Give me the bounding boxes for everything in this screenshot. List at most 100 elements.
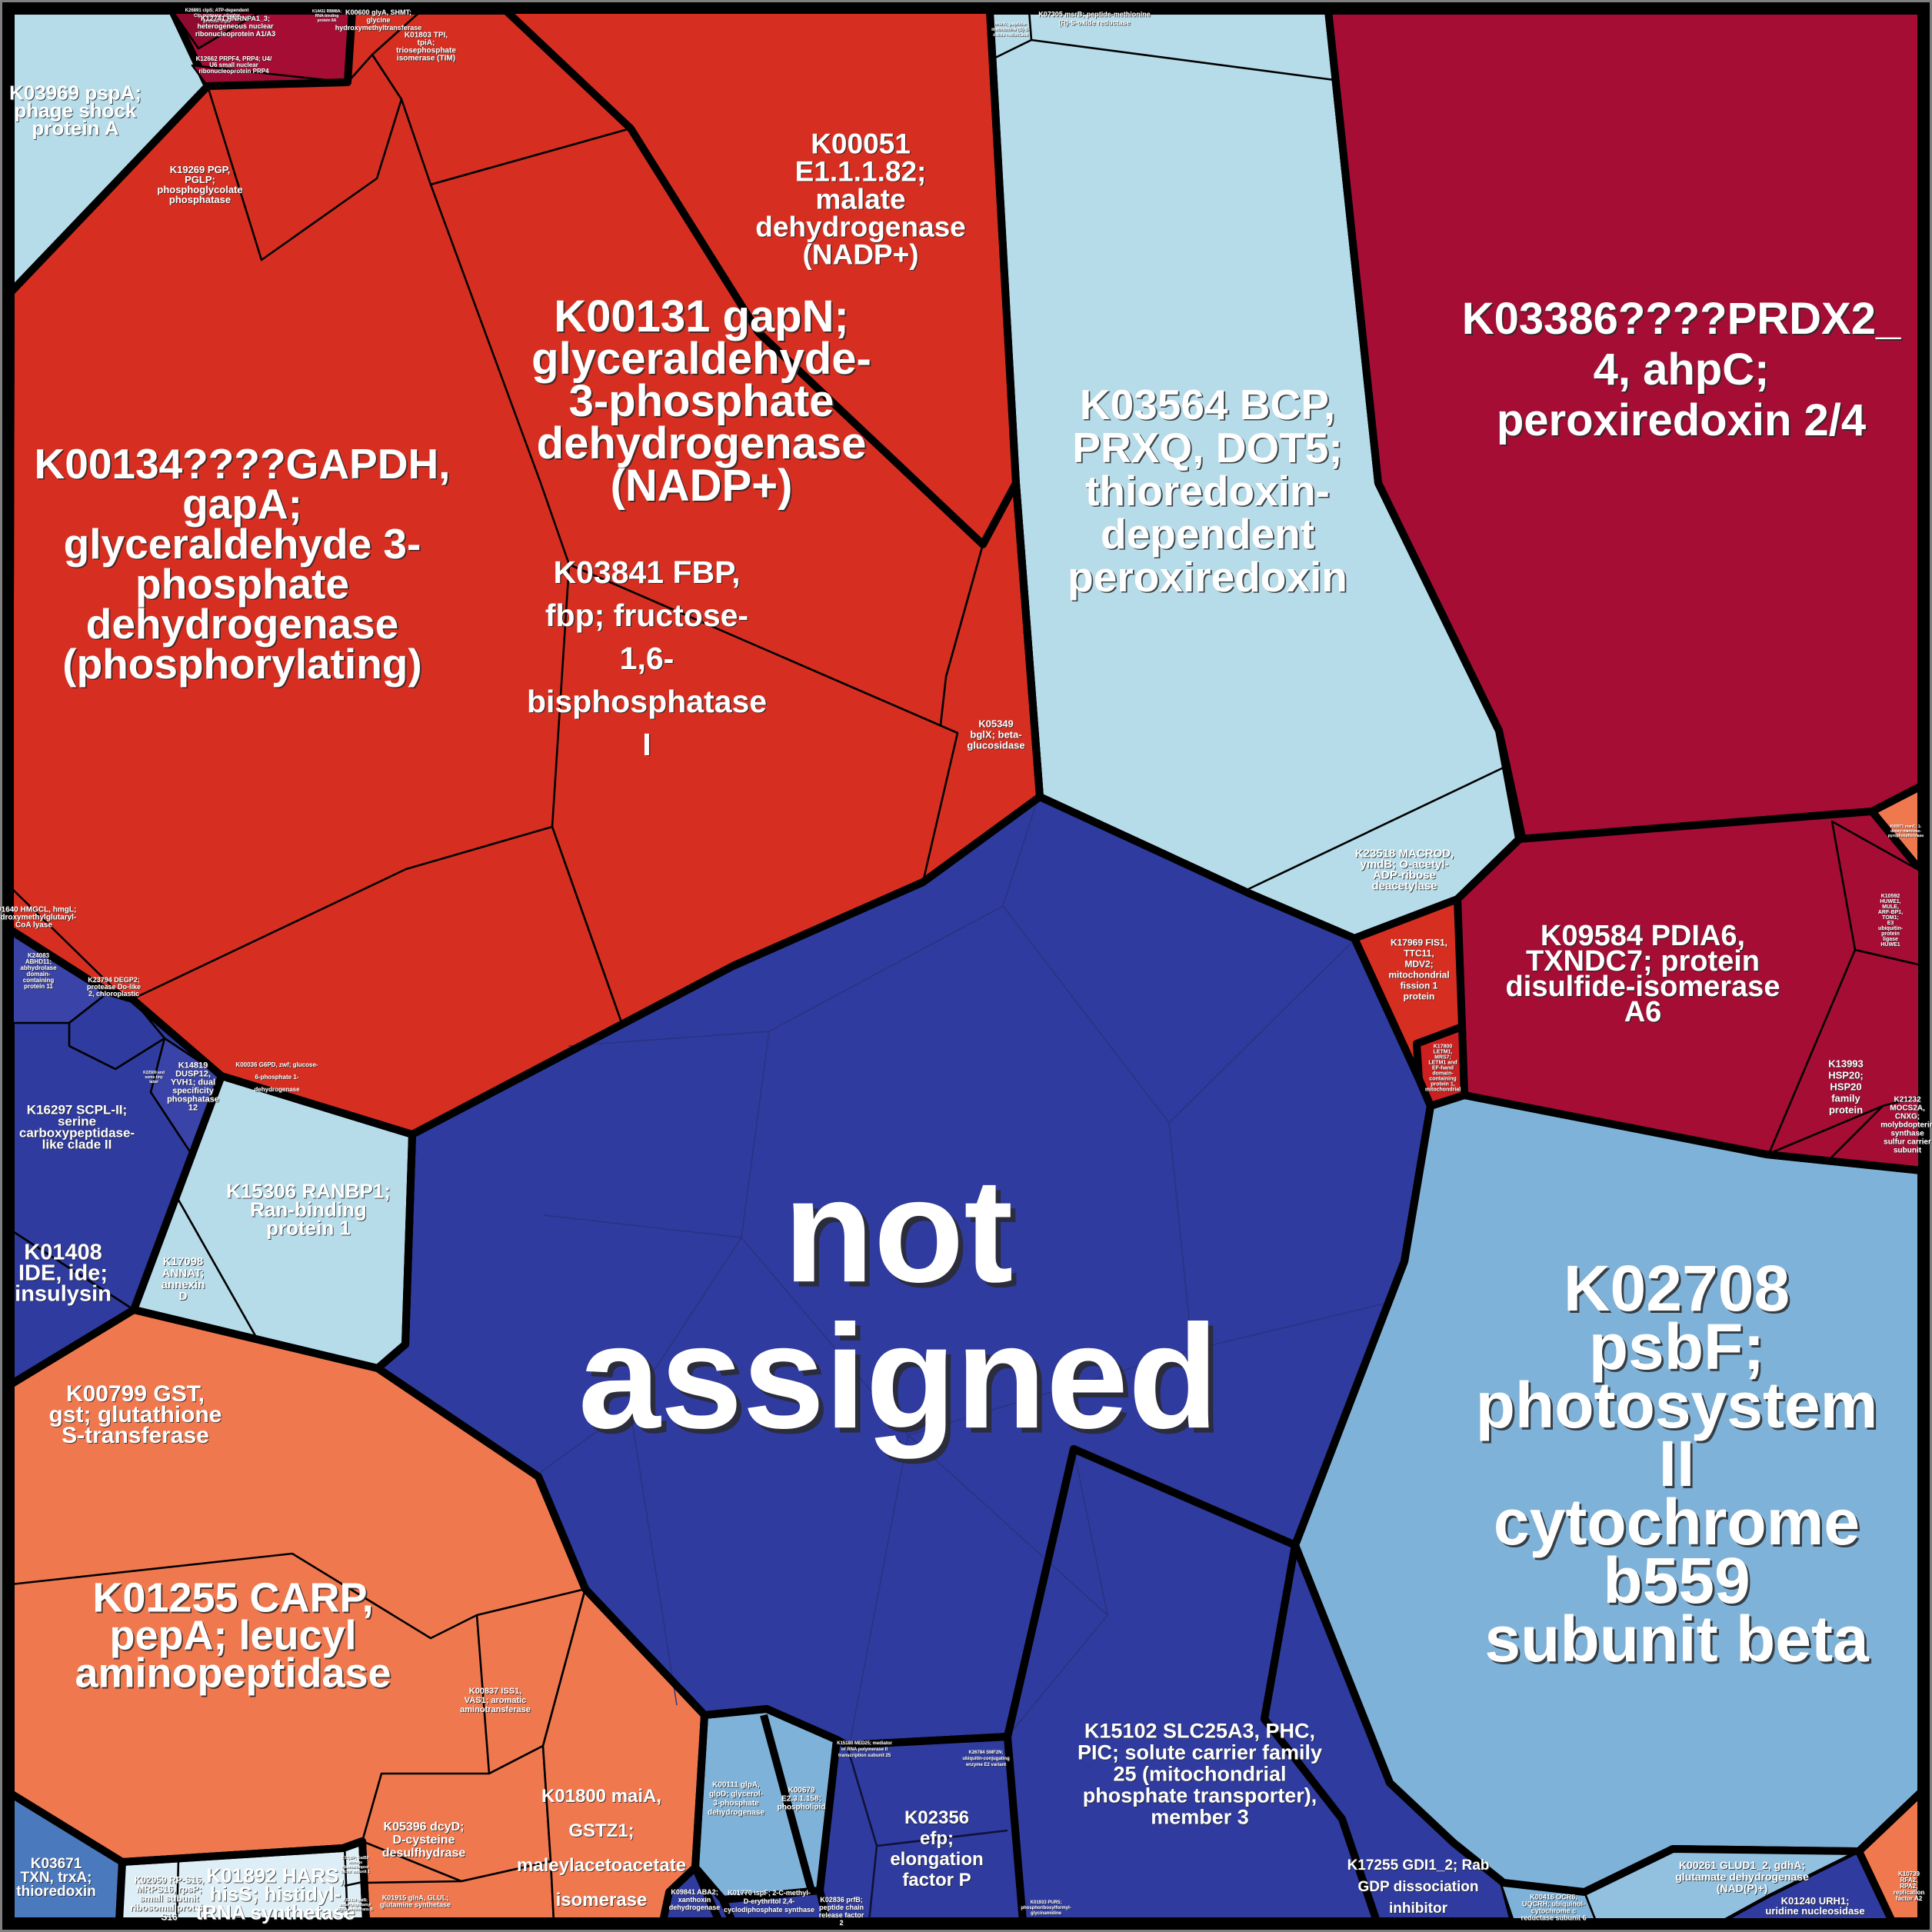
svg-text:protein ClpS: protein ClpS (204, 20, 232, 25)
svg-text:ymdB; O-acetyl-: ymdB; O-acetyl- (1360, 858, 1448, 871)
svg-text:K17800: K17800 (1434, 1045, 1454, 1051)
svg-text:RPA2;: RPA2; (1900, 1883, 1917, 1890)
svg-text:tRNA amidotrans B: tRNA amidotrans B (338, 1908, 374, 1913)
svg-text:efp;: efp; (920, 1828, 954, 1849)
svg-text:ADP-ribose: ADP-ribose (1373, 868, 1436, 881)
svg-text:12: 12 (189, 1104, 198, 1114)
svg-text:K16297 SCPL-II;: K16297 SCPL-II; (28, 1104, 128, 1118)
svg-text:mitochondrial: mitochondrial (1389, 970, 1450, 981)
svg-text:K15180 MED25; mediator: K15180 MED25; mediator (838, 1742, 893, 1747)
svg-text:domain-: domain- (27, 971, 51, 978)
svg-text:uridine nucleosidase: uridine nucleosidase (1765, 1905, 1864, 1917)
svg-text:containing: containing (24, 978, 55, 984)
svg-text:phage shock: phage shock (15, 99, 138, 122)
svg-text:aminopeptidase: aminopeptidase (75, 1650, 391, 1696)
svg-text:label: label (150, 1081, 159, 1085)
svg-text:K01915 glnA, GLUL;: K01915 glnA, GLUL; (382, 1894, 449, 1902)
svg-text:glycine: glycine (367, 17, 391, 25)
svg-text:K00799 GST,: K00799 GST, (66, 1381, 205, 1407)
svg-text:like clade II: like clade II (43, 1138, 113, 1153)
svg-text:UQCRH; ubiquinol-: UQCRH; ubiquinol- (1523, 1901, 1586, 1909)
svg-text:K00131 gapN;: K00131 gapN; (554, 291, 849, 341)
svg-text:aminopeptidase: aminopeptidase (76, 1651, 392, 1697)
svg-text:K24083: K24083 (28, 952, 50, 959)
svg-text:deoxy-mannose-: deoxy-mannose- (1891, 830, 1922, 834)
svg-text:D: D (180, 1291, 188, 1304)
svg-text:of RNA polymerase II: of RNA polymerase II (841, 1747, 888, 1752)
svg-text:phospholipid: phospholipid (778, 1804, 827, 1813)
svg-text:GDP dissociation: GDP dissociation (1358, 1879, 1479, 1895)
svg-text:ADP-ribose: ADP-ribose (1374, 869, 1437, 882)
svg-text:K01408: K01408 (25, 1241, 103, 1265)
svg-text:tRNA synthetase: tRNA synthetase (195, 1900, 355, 1924)
svg-text:K26891 clpS; ATP-dependent: K26891 clpS; ATP-dependent (186, 9, 250, 14)
svg-text:S16: S16 (162, 1912, 178, 1923)
svg-text:K00261 GLUD1_2, gdhA;: K00261 GLUD1_2, gdhA; (1679, 1859, 1805, 1871)
svg-text:dehydrogenase: dehydrogenase (670, 1904, 721, 1912)
svg-text:YVH1; dual: YVH1; dual (171, 1078, 215, 1088)
svg-text:dehydrogenase: dehydrogenase (669, 1904, 721, 1911)
svg-text:D: D (179, 1290, 188, 1303)
svg-text:TTC11,: TTC11, (1404, 948, 1434, 958)
svg-text:K01800 maiA,: K01800 maiA, (541, 1786, 661, 1807)
svg-text:dehydrogenase: dehydrogenase (86, 600, 399, 648)
svg-text:phospholipid: phospholipid (778, 1804, 826, 1812)
svg-text:VAS1; aromatic: VAS1; aromatic (465, 1696, 527, 1705)
svg-text:TXN, trxA;: TXN, trxA; (21, 1870, 92, 1886)
svg-text:GSTZ1;: GSTZ1; (569, 1821, 635, 1842)
svg-text:K01408: K01408 (24, 1240, 102, 1264)
svg-text:domain-: domain- (1433, 1072, 1454, 1078)
svg-text:disulfide-isomerase: disulfide-isomerase (1507, 972, 1781, 1004)
svg-text:psbF;: psbF; (1589, 1311, 1765, 1383)
svg-text:thioredoxin-: thioredoxin- (1085, 467, 1330, 515)
svg-text:K12662 PRPF4, PRP4; U4/: K12662 PRPF4, PRP4; U4/ (197, 56, 273, 63)
svg-text:enzyme E2 variant: enzyme E2 variant (966, 1763, 1006, 1767)
svg-text:HSP20: HSP20 (1830, 1081, 1861, 1093)
svg-text:protein: protein (1881, 931, 1900, 937)
svg-text:HSP20;: HSP20; (1829, 1071, 1864, 1082)
svg-text:LETM1,: LETM1, (1434, 1050, 1453, 1055)
svg-text:MDV2;: MDV2; (1404, 958, 1433, 969)
svg-text:storage: storage (349, 1861, 363, 1866)
svg-text:I: I (642, 727, 651, 762)
svg-text:aspartyl/glutamyl: aspartyl/glutamyl (340, 1904, 372, 1908)
svg-text:gst; glutathione: gst; glutathione (49, 1402, 222, 1427)
svg-text:E1.1.1.82;: E1.1.1.82; (795, 155, 927, 187)
svg-text:cyclodiphosphate synthase: cyclodiphosphate synthase (724, 1907, 815, 1914)
svg-text:A6: A6 (1625, 998, 1663, 1030)
svg-text:pepA; leucyl: pepA; leucyl (111, 1614, 358, 1660)
svg-text:K10592: K10592 (1882, 894, 1901, 900)
svg-text:CoA lyase: CoA lyase (16, 922, 53, 931)
svg-text:D-erythritol 2,4-: D-erythritol 2,4- (744, 1897, 795, 1905)
svg-text:replication: replication (1894, 1889, 1925, 1896)
svg-text:K00971 manC; 1-: K00971 manC; 1- (1890, 824, 1922, 829)
svg-text:protein: protein (1882, 932, 1900, 938)
svg-text:PIC; solute carrier family: PIC; solute carrier family (1078, 1741, 1322, 1764)
svg-text:MRPS16, rpsP;: MRPS16, rpsP; (137, 1884, 202, 1895)
svg-text:TOM1;: TOM1; (1882, 915, 1899, 921)
svg-text:glyceraldehyde 3-: glyceraldehyde 3- (65, 521, 423, 569)
svg-text:annexin: annexin (162, 1279, 206, 1292)
svg-text:CoA lyase: CoA lyase (15, 921, 52, 930)
svg-text:K13993: K13993 (1829, 1059, 1864, 1071)
svg-text:xanthoxin: xanthoxin (679, 1897, 712, 1904)
svg-text:malate: malate (815, 183, 905, 215)
svg-text:protein 11: protein 11 (25, 984, 54, 991)
svg-text:protease Do-like: protease Do-like (88, 984, 142, 991)
svg-text:2, chloroplastic: 2, chloroplastic (88, 990, 139, 998)
svg-text:label: label (149, 1080, 158, 1084)
svg-text:K03671: K03671 (31, 1856, 82, 1872)
svg-text:ribonucleoprotein A1/A3: ribonucleoprotein A1/A3 (195, 30, 275, 38)
svg-text:ligase: ligase (1883, 937, 1898, 942)
svg-text:D-cysteine: D-cysteine (393, 1834, 455, 1847)
svg-text:glycine: glycine (366, 16, 390, 24)
svg-text:K12741 HNRNPA1_3;: K12741 HNRNPA1_3; (201, 15, 270, 22)
svg-text:K02708: K02708 (1564, 1252, 1790, 1324)
svg-text:HSP20: HSP20 (1830, 1082, 1862, 1094)
svg-text:b559: b559 (1603, 1544, 1750, 1617)
svg-text:TXNDC7; protein: TXNDC7; protein (1527, 947, 1760, 979)
svg-text:K03564 BCP,: K03564 BCP, (1080, 381, 1335, 428)
svg-text:K01892 HARS,: K01892 HARS, (206, 1864, 344, 1887)
svg-text:tpiA;: tpiA; (418, 40, 436, 48)
svg-text:phosphoribosylformyl-: phosphoribosylformyl- (1021, 1907, 1071, 1911)
